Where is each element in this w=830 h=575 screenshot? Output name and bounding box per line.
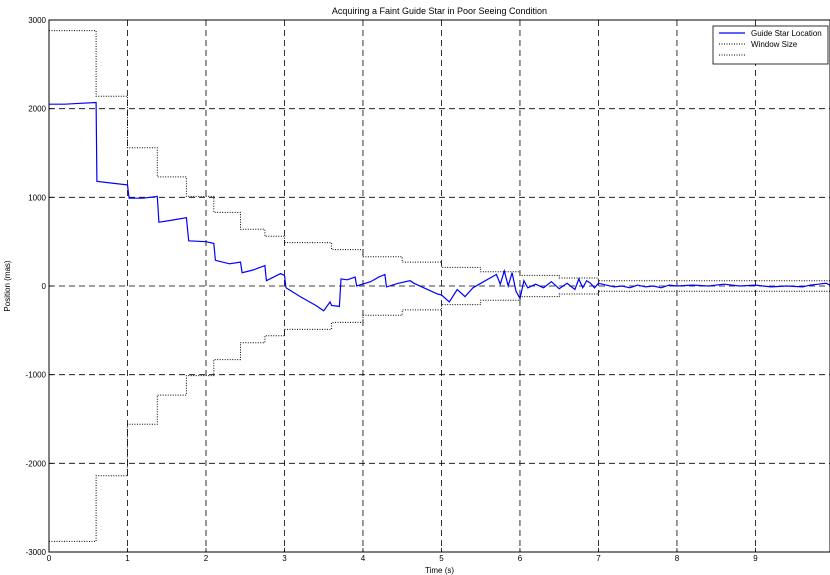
y-tick-label: -2000 [26, 459, 47, 468]
y-tick-label: 1000 [28, 193, 46, 202]
window-size-upper-line [49, 30, 830, 282]
x-axis-label: Time (s) [425, 566, 454, 575]
guide-star-location-line [49, 101, 830, 312]
legend-label-window-size: Window Size [751, 40, 798, 49]
series-layer [49, 30, 830, 542]
x-tick-label: 1 [125, 554, 130, 563]
x-tick-label: 6 [518, 554, 523, 563]
legend-label-guide-star: Guide Star Location [751, 29, 822, 38]
chart-title: Acquiring a Faint Guide Star in Poor See… [332, 6, 547, 16]
window-size-lower-line [49, 290, 830, 542]
x-tick-label: 7 [596, 554, 601, 563]
x-tick-label: 5 [439, 554, 444, 563]
y-tick-label: 2000 [28, 105, 46, 114]
x-tick-label: 2 [204, 554, 209, 563]
legend-box [712, 25, 829, 65]
x-tick-label: 3 [282, 554, 287, 563]
legend: Guide Star Location Window Size [712, 25, 829, 65]
grid-lines [49, 20, 830, 552]
x-tick-label: 9 [753, 554, 758, 563]
x-tick-label: 8 [675, 554, 680, 563]
x-tick-label: 4 [361, 554, 366, 563]
tick-layer: 0 1 2 3 4 5 6 7 8 9 -3000 -2000 -1000 0 1000 2000 3000 [26, 16, 759, 563]
y-axis-label: Position (mas) [3, 260, 12, 311]
y-tick-label: -3000 [26, 548, 47, 557]
y-tick-label: 3000 [28, 16, 46, 25]
y-tick-label: -1000 [26, 371, 47, 380]
y-tick-label: 0 [42, 282, 47, 291]
x-tick-label: 0 [47, 554, 52, 563]
